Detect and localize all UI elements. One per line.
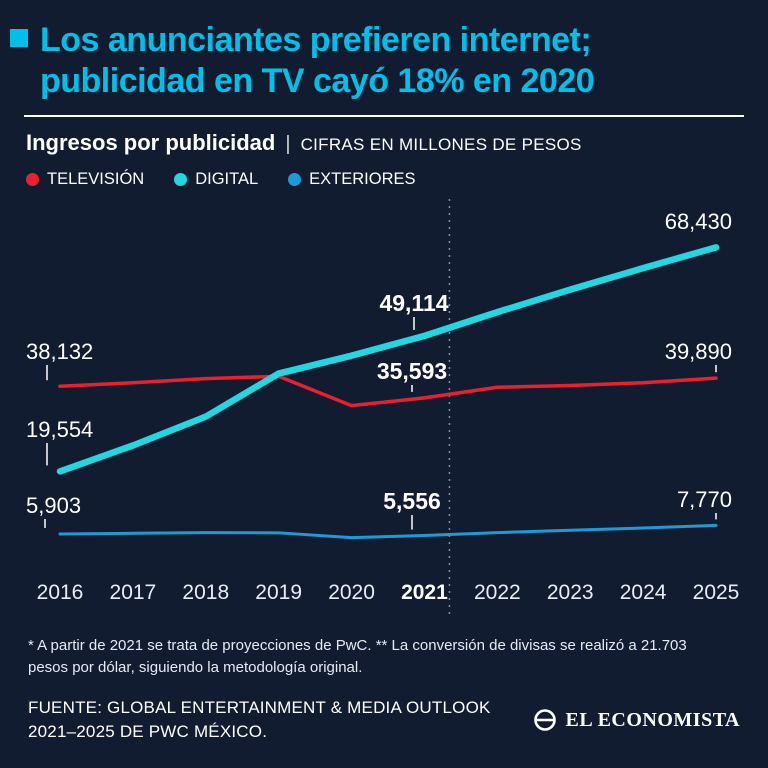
legend-label-digital: DIGITAL: [195, 169, 259, 188]
headline-line-2: publicidad en TV cayó 18% en 2020: [40, 61, 595, 100]
publisher-brand: EL ECONOMISTA: [532, 707, 741, 733]
title-accent-square: [10, 29, 28, 47]
x-axis-label-2019: 2019: [255, 581, 302, 604]
value-label-digital-2016: 19,554: [26, 417, 93, 442]
legend-item-exteriores: EXTERIORES: [288, 169, 416, 189]
value-label-digital-2025: 68,430: [665, 209, 732, 234]
legend-label-television: TELEVISIÓN: [47, 169, 145, 188]
value-label-exteriores-2016: 5,903: [26, 493, 81, 518]
x-axis-label-2017: 2017: [110, 581, 157, 604]
x-axis-label-2024: 2024: [620, 581, 667, 604]
header-divider: [24, 114, 744, 117]
footer: FUENTE: GLOBAL ENTERTAINMENT & MEDIA OUT…: [0, 680, 768, 745]
value-label-television-2021: 35,593: [377, 358, 447, 384]
x-axis-label-2025: 2025: [693, 581, 740, 604]
value-label-television-2025: 39,890: [665, 339, 732, 364]
source-line-2: 2021–2025 DE PWC MÉXICO.: [28, 722, 268, 742]
chart-title: Ingresos por publicidad: [26, 129, 276, 155]
el-economista-logo-icon: [533, 709, 556, 732]
header: Los anunciantes prefieren internet; publ…: [0, 0, 768, 102]
television-dot-icon: [26, 172, 39, 186]
legend-item-digital: DIGITAL: [174, 170, 258, 189]
source-line-1: FUENTE: GLOBAL ENTERTAINMENT & MEDIA OUT…: [28, 697, 491, 717]
value-label-television-2016: 38,132: [26, 339, 93, 364]
x-axis-label-2023: 2023: [547, 581, 594, 604]
footnote: * A partir de 2021 se trata de proyeccio…: [28, 636, 687, 677]
legend: TELEVISIÓN DIGITAL EXTERIORES: [0, 156, 768, 189]
x-axis-label-2018: 2018: [182, 581, 229, 604]
value-label-exteriores-2025: 7,770: [677, 487, 732, 512]
value-label-exteriores-2021: 5,556: [383, 488, 441, 514]
exteriores-line: [58, 523, 718, 539]
x-axis-label-2016: 2016: [37, 581, 84, 604]
publisher-name: EL ECONOMISTA: [565, 708, 740, 731]
x-axis-label-2022: 2022: [474, 581, 521, 604]
units-label: CIFRAS EN MILLONES DE PESOS: [300, 134, 582, 154]
digital-dot-icon: [174, 172, 188, 186]
x-axis-label-2021: 2021: [401, 581, 448, 604]
revenue-line-chart: 2016 2017 2018 2019 2020 2021 2022 2023 2024 2025…: [26, 198, 740, 617]
subtitle-separator: |: [285, 132, 291, 155]
x-axis-label-2020: 2020: [328, 581, 375, 604]
legend-item-television: TELEVISIÓN: [26, 170, 144, 189]
television-line: [58, 374, 718, 407]
digital-line: [56, 243, 720, 475]
source-credit: FUENTE: GLOBAL ENTERTAINMENT & MEDIA OUT…: [28, 696, 491, 745]
exteriores-dot-icon: [288, 172, 302, 186]
chart-subtitle: Ingresos por publicidad | CIFRAS EN MILL…: [0, 117, 768, 156]
legend-label-exteriores: EXTERIORES: [309, 169, 416, 188]
headline-line-1: Los anunciantes prefieren internet;: [40, 21, 592, 59]
value-label-digital-2021: 49,114: [379, 290, 448, 316]
headline: Los anunciantes prefieren internet; publ…: [40, 20, 595, 102]
